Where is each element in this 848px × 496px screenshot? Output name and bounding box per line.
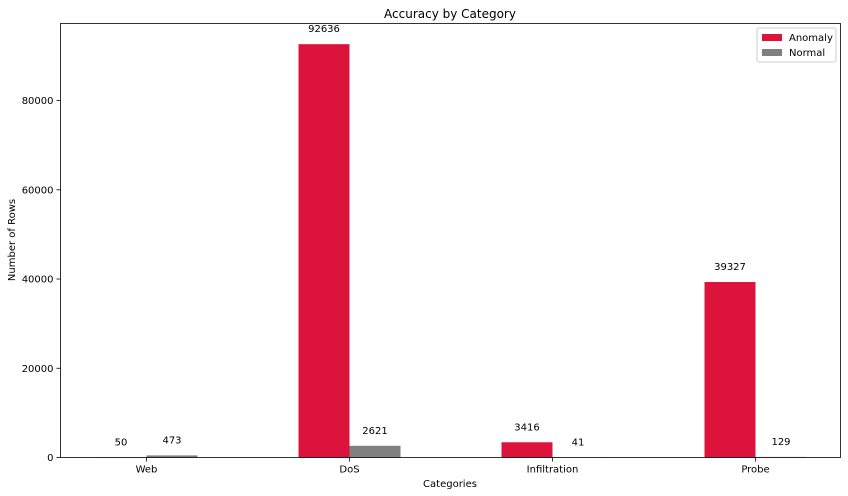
data-label: 473 <box>162 435 181 446</box>
data-label: 50 <box>115 437 128 448</box>
data-label: 92636 <box>308 24 340 35</box>
x-tick-label: Web <box>136 465 158 476</box>
x-tick-label: Probe <box>741 465 769 476</box>
y-tick-label: 60000 <box>22 185 54 196</box>
x-tick-label: DoS <box>339 465 359 476</box>
bar-normal <box>146 455 198 458</box>
legend: Anomaly Normal <box>756 27 837 63</box>
data-label: 3416 <box>514 422 539 433</box>
bar-normal <box>349 445 401 458</box>
chart-title: Accuracy by Category <box>384 7 516 21</box>
y-axis-label: Number of Rows <box>7 199 18 281</box>
legend-swatch <box>762 34 782 41</box>
legend-label: Normal <box>789 48 825 59</box>
bar-anomaly <box>501 442 553 458</box>
x-tick-label: Infiltration <box>527 465 579 476</box>
bar-anomaly <box>704 282 756 458</box>
x-axis-label: Categories <box>423 479 477 490</box>
legend-swatch <box>762 49 782 56</box>
data-label: 2621 <box>362 426 387 437</box>
plot-frame <box>60 23 841 458</box>
y-tick-label: 40000 <box>22 275 54 286</box>
legend-label: Anomaly <box>789 33 833 44</box>
data-label: 41 <box>572 437 585 448</box>
bar-anomaly <box>298 44 350 458</box>
plot-area: 0 20000 40000 60000 80000 Web 50 473 DoS 92636 262… <box>22 24 807 476</box>
y-tick-label: 20000 <box>22 364 54 375</box>
y-tick-label: 0 <box>47 453 53 464</box>
y-tick-label: 80000 <box>22 96 54 107</box>
data-label: 39327 <box>714 262 746 273</box>
data-label: 129 <box>771 437 790 448</box>
